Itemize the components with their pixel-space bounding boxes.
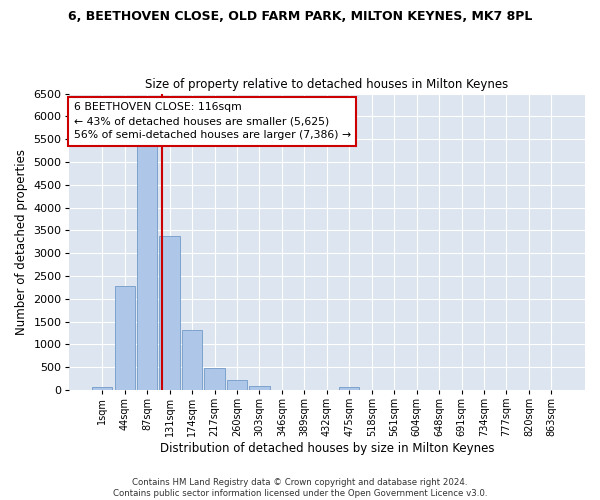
Bar — [339, 388, 359, 390]
Text: 6, BEETHOVEN CLOSE, OLD FARM PARK, MILTON KEYNES, MK7 8PL: 6, BEETHOVEN CLOSE, OLD FARM PARK, MILTO… — [68, 10, 532, 23]
Bar — [115, 286, 135, 390]
Bar — [227, 380, 247, 390]
Y-axis label: Number of detached properties: Number of detached properties — [15, 149, 28, 335]
X-axis label: Distribution of detached houses by size in Milton Keynes: Distribution of detached houses by size … — [160, 442, 494, 455]
Bar — [250, 386, 269, 390]
Bar — [182, 330, 202, 390]
Bar — [92, 387, 112, 390]
Text: 6 BEETHOVEN CLOSE: 116sqm
← 43% of detached houses are smaller (5,625)
56% of se: 6 BEETHOVEN CLOSE: 116sqm ← 43% of detac… — [74, 102, 351, 141]
Bar — [137, 142, 157, 390]
Bar — [205, 368, 224, 390]
Text: Contains HM Land Registry data © Crown copyright and database right 2024.
Contai: Contains HM Land Registry data © Crown c… — [113, 478, 487, 498]
Title: Size of property relative to detached houses in Milton Keynes: Size of property relative to detached ho… — [145, 78, 508, 91]
Bar — [160, 236, 179, 390]
